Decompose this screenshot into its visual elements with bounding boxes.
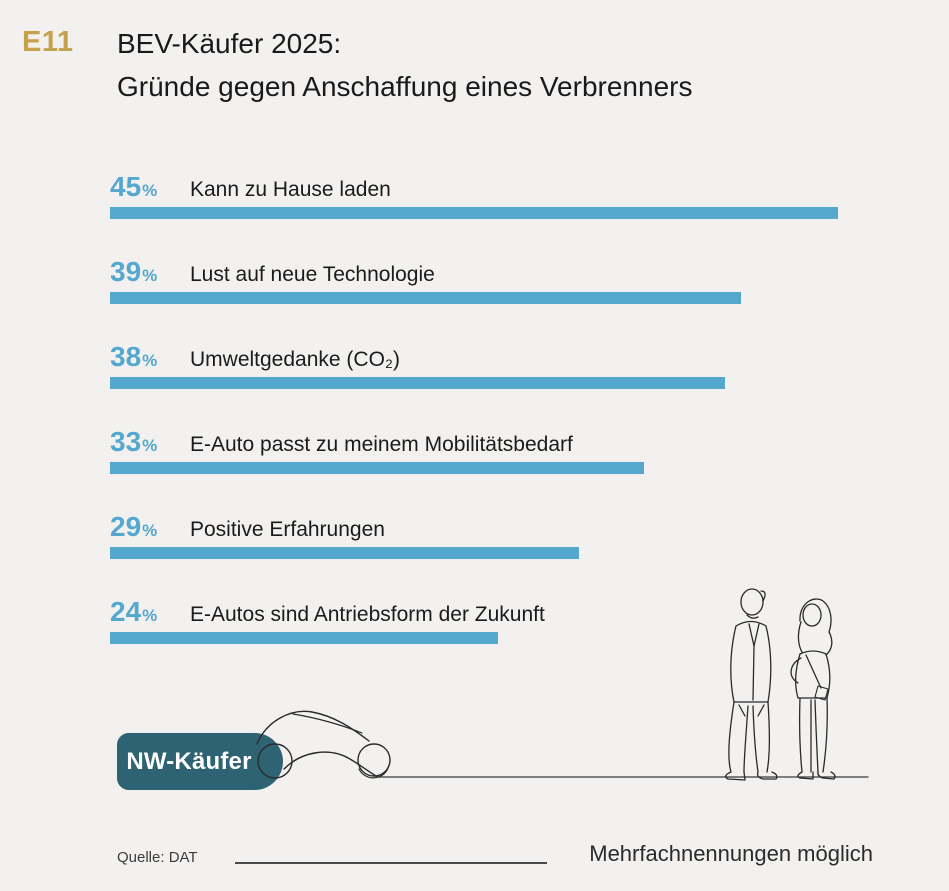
bar-label-line: 39% Lust auf neue Technologie [110, 257, 435, 289]
source-label: Quelle: DAT [117, 849, 198, 866]
badge-label: NW-Käufer [126, 747, 252, 775]
category-label: Lust auf neue Technologie [190, 263, 435, 286]
category-label: Positive Erfahrungen [190, 518, 385, 541]
nw-kaeufer-badge: NW-Käufer [117, 733, 283, 790]
footer-divider [235, 862, 547, 864]
bar-label-line: 33% E-Auto passt zu meinem Mobilitätsbed… [110, 427, 573, 459]
category-label: Umweltgedanke (CO₂) [190, 348, 401, 371]
figure-id: E11 [22, 26, 74, 58]
value-label: 29% [110, 511, 158, 542]
bar-fill [110, 292, 741, 304]
bar-label-line: 45% Kann zu Hause laden [110, 172, 391, 204]
category-label: E-Autos sind Antriebsform der Zukunft [190, 603, 545, 626]
bar-label-line: 38% Umweltgedanke (CO₂) [110, 342, 400, 374]
bar-row: 45% Kann zu Hause laden [110, 172, 870, 257]
title-line-2: Gründe gegen Anschaffung eines Verbrenne… [117, 71, 693, 102]
value-label: 39% [110, 256, 158, 287]
bar-fill [110, 462, 644, 474]
value-label: 45% [110, 171, 158, 202]
value-label: 24% [110, 596, 158, 627]
percent-sign: % [142, 436, 158, 455]
category-label: Kann zu Hause laden [190, 178, 391, 201]
title-line-1: BEV-Käufer 2025: [117, 28, 342, 59]
value-label: 33% [110, 426, 158, 457]
category-label: E-Auto passt zu meinem Mobilitätsbedarf [190, 433, 573, 456]
bar-row: 38% Umweltgedanke (CO₂) [110, 342, 870, 427]
percent-sign: % [142, 266, 158, 285]
bar-row: 24% E-Autos sind Antriebsform der Zukunf… [110, 597, 870, 682]
multiple-answers-note: Mehrfachnennungen möglich [589, 841, 873, 866]
percent-sign: % [142, 181, 158, 200]
bar-fill [110, 207, 838, 219]
value-label: 38% [110, 341, 158, 372]
page-title: BEV-Käufer 2025: Gründe gegen Anschaffun… [117, 22, 692, 108]
bar-row: 29% Positive Erfahrungen [110, 512, 870, 597]
percent-sign: % [142, 606, 158, 625]
bar-fill [110, 547, 579, 559]
percent-sign: % [142, 351, 158, 370]
bar-row: 39% Lust auf neue Technologie [110, 257, 870, 342]
percent-sign: % [142, 521, 158, 540]
bar-fill [110, 377, 725, 389]
bar-row: 33% E-Auto passt zu meinem Mobilitätsbed… [110, 427, 870, 512]
bar-label-line: 29% Positive Erfahrungen [110, 512, 385, 544]
bar-label-line: 24% E-Autos sind Antriebsform der Zukunf… [110, 597, 545, 629]
bar-chart: 45% Kann zu Hause laden 39% Lust auf neu… [110, 172, 870, 682]
bar-fill [110, 632, 498, 644]
